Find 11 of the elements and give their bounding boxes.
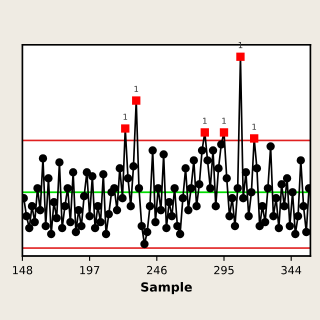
annotation: 1 (134, 86, 138, 92)
x-tick-label: 148 (13, 266, 32, 274)
x-tick-label: 344 (281, 266, 302, 274)
x-axis-title: Sample (141, 282, 192, 294)
x-tick-label: 197 (80, 266, 100, 274)
annotation: 1 (124, 114, 128, 120)
x-tick-label: 246 (147, 266, 167, 274)
annotation: 1 (252, 124, 256, 130)
annotation: 1 (222, 118, 226, 124)
x-tick-label: 295 (214, 266, 234, 274)
annotation: 1 (203, 118, 207, 124)
